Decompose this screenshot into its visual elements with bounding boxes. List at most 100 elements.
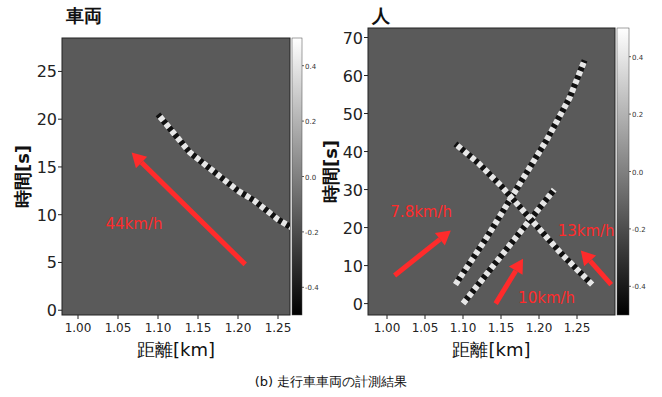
y-tick-label: 40 xyxy=(343,143,363,162)
y-tick xyxy=(364,113,368,114)
colorbar-tick xyxy=(302,231,304,232)
x-tick-label: 1.20 xyxy=(526,321,553,335)
panel-title: 車両 xyxy=(65,5,102,26)
y-tick-label: 20 xyxy=(37,110,57,129)
caption: (b) 走行車車両の計測結果 xyxy=(255,374,408,389)
colorbar-tick xyxy=(629,286,631,287)
y-tick-label: 15 xyxy=(37,158,57,177)
y-tick-label: 20 xyxy=(343,219,363,238)
panel-title: 人 xyxy=(371,5,391,26)
trace xyxy=(158,114,290,229)
y-tick xyxy=(364,265,368,266)
colorbar-tick-label: -0.4 xyxy=(632,283,646,291)
y-tick-label: 60 xyxy=(343,67,363,86)
y-tick-label: 70 xyxy=(343,29,363,48)
x-tick-label: 1.20 xyxy=(225,321,252,335)
y-tick xyxy=(364,37,368,38)
colorbar-tick xyxy=(302,121,304,122)
trace xyxy=(455,144,592,285)
arrow-shaft xyxy=(395,239,440,275)
y-axis-title: 時間[s] xyxy=(320,140,341,203)
panel: 1.00 1.05 1.10 1.15 1.20 1.25 0 5 10 15 20 25 距離[km]… xyxy=(12,5,320,360)
x-tick-label: 1.05 xyxy=(412,321,439,335)
x-tick-label: 1.05 xyxy=(105,321,132,335)
arrow-shaft xyxy=(142,162,246,264)
annotation-label: 13km/h xyxy=(558,222,615,240)
annotation-arrow xyxy=(132,153,246,265)
y-tick xyxy=(364,151,368,152)
trace-shadow xyxy=(463,190,554,304)
trace-shadow xyxy=(158,114,290,229)
colorbar-tick xyxy=(629,228,631,229)
colorbar-tick xyxy=(629,114,631,115)
y-tick-label: 0 xyxy=(47,301,57,320)
y-tick xyxy=(364,227,368,228)
colorbar-tick-label: -0.2 xyxy=(632,226,646,234)
colorbar-tick xyxy=(629,56,631,57)
y-tick xyxy=(364,189,368,190)
x-axis-title: 距離[km] xyxy=(452,339,530,360)
x-tick xyxy=(539,315,540,319)
annotation-label: 44km/h xyxy=(106,215,163,233)
annotation-arrow xyxy=(581,250,611,284)
x-tick xyxy=(278,315,279,319)
y-axis-title: 時間[s] xyxy=(12,145,33,208)
plot-area xyxy=(368,28,615,315)
colorbar-tick-label: -0.4 xyxy=(305,284,319,292)
y-tick-label: 10 xyxy=(343,257,363,276)
y-tick xyxy=(58,310,62,311)
y-tick xyxy=(364,303,368,304)
x-tick xyxy=(387,315,388,319)
arrow-shaft xyxy=(496,271,516,304)
y-tick xyxy=(58,262,62,263)
trace-shadow xyxy=(455,60,584,284)
colorbar-tick xyxy=(302,65,304,66)
x-tick-label: 1.00 xyxy=(65,321,92,335)
colorbar-tick-label: 0.0 xyxy=(305,174,316,182)
arrow-head xyxy=(132,153,148,169)
annotation-label: 10km/h xyxy=(518,289,575,307)
colorbar-tick-label: 0.2 xyxy=(632,111,643,119)
colorbar-tick-label: 0.2 xyxy=(305,118,316,126)
figure: 1.00 1.05 1.10 1.15 1.20 1.25 0 5 10 15 20 25 距離[km]… xyxy=(0,0,662,397)
x-tick xyxy=(198,315,199,319)
x-tick xyxy=(577,315,578,319)
arrow-head xyxy=(509,259,523,275)
x-tick xyxy=(238,315,239,319)
y-tick-label: 5 xyxy=(47,253,57,272)
x-tick-label: 1.25 xyxy=(265,321,292,335)
y-tick xyxy=(58,71,62,72)
arrow-shaft xyxy=(590,261,611,285)
y-tick xyxy=(364,75,368,76)
arrow-head xyxy=(435,231,451,246)
x-tick-label: 1.15 xyxy=(488,321,515,335)
x-tick-label: 1.10 xyxy=(450,321,477,335)
plot-area xyxy=(62,38,290,315)
y-tick-label: 25 xyxy=(37,62,57,81)
x-tick xyxy=(501,315,502,319)
x-tick xyxy=(78,315,79,319)
x-tick xyxy=(158,315,159,319)
x-tick xyxy=(425,315,426,319)
y-tick xyxy=(58,119,62,120)
trace xyxy=(455,60,584,284)
data-group xyxy=(455,60,592,303)
colorbar xyxy=(292,38,302,315)
colorbar-tick xyxy=(302,176,304,177)
colorbar xyxy=(617,28,629,315)
y-tick xyxy=(58,214,62,215)
y-tick-label: 30 xyxy=(343,181,363,200)
x-tick-label: 1.10 xyxy=(145,321,172,335)
x-tick-label: 1.15 xyxy=(185,321,212,335)
colorbar-tick-label: 0.4 xyxy=(305,63,317,71)
y-tick xyxy=(58,166,62,167)
y-tick-label: 10 xyxy=(37,206,57,225)
x-tick xyxy=(463,315,464,319)
colorbar-tick xyxy=(629,171,631,172)
x-tick-label: 1.00 xyxy=(374,321,401,335)
annotation-arrow xyxy=(395,231,451,276)
colorbar-tick-label: 0.0 xyxy=(632,169,643,177)
y-tick-label: 0 xyxy=(353,295,363,314)
x-axis-title: 距離[km] xyxy=(137,339,215,360)
x-tick xyxy=(118,315,119,319)
